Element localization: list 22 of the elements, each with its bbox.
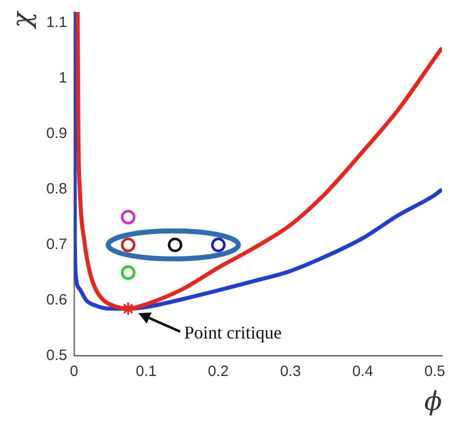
y-tick-label: 1 xyxy=(58,70,68,87)
y-tick-label: 0.7 xyxy=(46,236,68,254)
y-axis-title: χ xyxy=(7,10,38,30)
point xyxy=(121,302,136,316)
point xyxy=(168,238,182,252)
x-tick-label: 0.3 xyxy=(280,362,301,380)
y-tick-label: 0.6 xyxy=(46,291,68,308)
point xyxy=(120,210,136,224)
y-tick-label: 0.9 xyxy=(46,125,68,142)
x-axis-title: ϕ xyxy=(424,387,442,418)
x-tick-label: 0.1 xyxy=(136,362,157,380)
x-tick-label: 0.5 xyxy=(424,362,446,380)
annotation: Point critique xyxy=(184,322,282,342)
y-tick-label: 0.5 xyxy=(46,346,68,364)
x-tick-label: 0.2 xyxy=(208,362,229,380)
y-tick-label: 0.8 xyxy=(46,180,68,198)
x-tick-label: 0.4 xyxy=(352,362,374,380)
point xyxy=(120,265,136,280)
y-tick-label: 1.1 xyxy=(46,14,68,32)
point xyxy=(120,238,136,252)
x-tick-label: 0 xyxy=(70,362,78,380)
point xyxy=(211,238,226,252)
